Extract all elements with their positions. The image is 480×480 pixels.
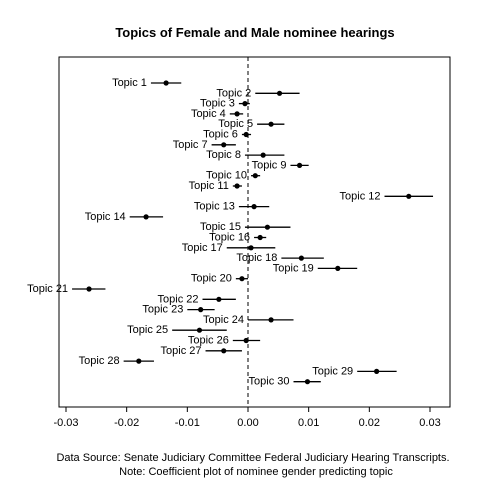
caption-source: Data Source: Senate Judiciary Committee … bbox=[56, 452, 449, 464]
topic-label: Topic 28 bbox=[79, 355, 120, 367]
estimate-point bbox=[258, 235, 263, 240]
topic-label: Topic 19 bbox=[273, 262, 314, 274]
topic-label: Topic 29 bbox=[312, 365, 353, 377]
estimate-point bbox=[221, 142, 226, 147]
x-tick-label: -0.02 bbox=[114, 417, 139, 429]
estimate-point bbox=[244, 132, 249, 137]
chart-title: Topics of Female and Male nominee hearin… bbox=[115, 25, 394, 40]
coef-row: Topic 30 bbox=[249, 376, 321, 388]
coef-row: Topic 29 bbox=[312, 365, 396, 377]
coef-row: Topic 13 bbox=[194, 201, 269, 213]
estimate-point bbox=[86, 286, 91, 291]
topic-label: Topic 30 bbox=[249, 376, 290, 388]
x-tick-label: 0.03 bbox=[419, 417, 440, 429]
x-tick-label: 0.02 bbox=[359, 417, 380, 429]
coef-row: Topic 20 bbox=[191, 273, 248, 285]
estimate-point bbox=[198, 307, 203, 312]
estimate-point bbox=[239, 276, 244, 281]
topic-label: Topic 13 bbox=[194, 201, 235, 213]
topic-label: Topic 6 bbox=[203, 129, 238, 141]
x-tick-label: -0.01 bbox=[175, 417, 200, 429]
estimate-point bbox=[216, 297, 221, 302]
coef-row: Topic 27 bbox=[161, 345, 242, 357]
coef-row: Topic 1 bbox=[112, 77, 181, 89]
estimate-point bbox=[297, 163, 302, 168]
estimate-point bbox=[277, 91, 282, 96]
topic-label: Topic 9 bbox=[252, 159, 287, 171]
x-tick-label: 0.00 bbox=[237, 417, 258, 429]
topic-label: Topic 8 bbox=[206, 149, 241, 161]
coef-row: Topic 14 bbox=[85, 211, 163, 223]
estimate-point bbox=[164, 80, 169, 85]
topic-label: Topic 14 bbox=[85, 211, 126, 223]
estimate-point bbox=[221, 348, 226, 353]
coef-row: Topic 6 bbox=[203, 129, 251, 141]
topic-label: Topic 21 bbox=[27, 283, 68, 295]
estimate-point bbox=[305, 379, 310, 384]
estimate-point bbox=[244, 338, 249, 343]
estimate-point bbox=[406, 194, 411, 199]
estimate-point bbox=[261, 153, 266, 158]
coef-row: Topic 28 bbox=[79, 355, 154, 367]
topic-label: Topic 20 bbox=[191, 273, 232, 285]
topic-label: Topic 25 bbox=[127, 324, 168, 336]
estimate-point bbox=[197, 328, 202, 333]
topic-label: Topic 11 bbox=[189, 180, 229, 192]
caption-note: Note: Coefficient plot of nominee gender… bbox=[119, 466, 393, 478]
topic-label: Topic 23 bbox=[142, 304, 183, 316]
estimate-point bbox=[234, 183, 239, 188]
coef-row: Topic 21 bbox=[27, 283, 105, 295]
estimate-point bbox=[242, 101, 247, 106]
topic-label: Topic 24 bbox=[203, 314, 244, 326]
estimate-point bbox=[268, 122, 273, 127]
estimate-point bbox=[253, 173, 258, 178]
x-tick-label: 0.01 bbox=[298, 417, 319, 429]
estimate-point bbox=[335, 266, 340, 271]
estimate-point bbox=[251, 204, 256, 209]
estimate-point bbox=[299, 256, 304, 261]
estimate-point bbox=[234, 111, 239, 116]
topic-label: Topic 1 bbox=[112, 77, 147, 89]
estimate-point bbox=[374, 369, 379, 374]
estimate-point bbox=[136, 359, 141, 364]
estimate-point bbox=[143, 214, 148, 219]
coef-row: Topic 11 bbox=[189, 180, 242, 192]
topic-label: Topic 27 bbox=[161, 345, 202, 357]
topic-label: Topic 17 bbox=[182, 242, 223, 254]
x-tick-label: -0.03 bbox=[53, 417, 78, 429]
coef-row: Topic 19 bbox=[273, 262, 357, 274]
estimate-point bbox=[268, 317, 273, 322]
coef-row: Topic 12 bbox=[340, 190, 434, 202]
x-axis: -0.03 -0.02 -0.01 0.00 0.01 0.02 0.03 bbox=[53, 407, 440, 429]
topic-label: Topic 7 bbox=[173, 139, 208, 151]
estimate-point bbox=[265, 225, 270, 230]
topic-label: Topic 18 bbox=[236, 252, 277, 264]
estimate-point bbox=[248, 245, 253, 250]
coef-row: Topic 9 bbox=[252, 159, 309, 171]
topic-label: Topic 12 bbox=[340, 190, 381, 202]
